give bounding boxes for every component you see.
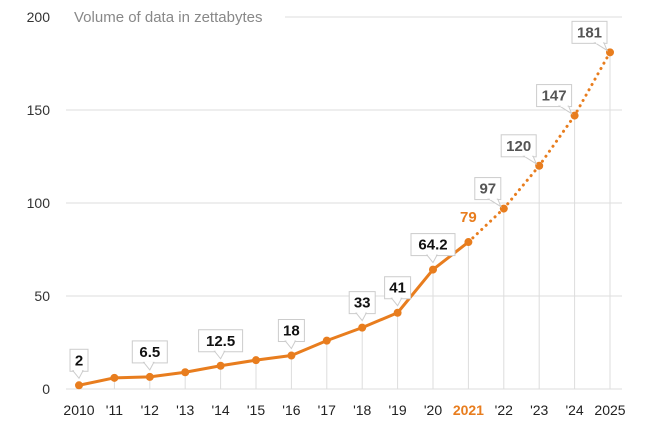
- data-label-text: 79: [460, 209, 477, 226]
- data-point: [322, 336, 331, 345]
- data-point: [570, 111, 579, 120]
- data-label-text: 147: [542, 88, 567, 105]
- data-point: [606, 48, 614, 57]
- data-label: 64.2: [410, 233, 456, 264]
- x-tick-label: 2021: [453, 402, 484, 418]
- data-label-text: 2: [75, 352, 83, 369]
- series-lines: [77, 50, 612, 387]
- data-label: 12.5: [198, 329, 244, 360]
- data-label-text: 12.5: [206, 333, 235, 350]
- label-pointer: [284, 340, 297, 350]
- data-label: 79: [460, 209, 477, 226]
- data-points: [75, 48, 614, 390]
- data-point: [429, 265, 437, 274]
- data-point: [252, 356, 260, 365]
- data-label: 147: [536, 84, 573, 115]
- data-label-text: 18: [283, 323, 300, 340]
- x-tick-label: '17: [318, 402, 336, 418]
- data-label-text: 181: [577, 24, 602, 41]
- x-tick-label: 2010: [63, 402, 94, 418]
- x-tick-label: '19: [388, 402, 406, 418]
- x-tick-label: '11: [106, 402, 123, 418]
- x-tick-label: '15: [247, 402, 265, 418]
- label-pointer: [71, 370, 84, 380]
- data-label-text: 120: [506, 138, 531, 155]
- label-pointer: [522, 155, 538, 166]
- data-label: 2: [69, 348, 89, 380]
- x-tick-label: '18: [353, 402, 371, 418]
- label-box: [536, 84, 573, 108]
- y-tick-label: 200: [27, 9, 51, 25]
- data-point: [499, 204, 508, 213]
- data-label-text: 33: [354, 295, 371, 312]
- y-tick-label: 0: [42, 381, 50, 397]
- x-tick-label: '12: [141, 402, 159, 418]
- y-tick-label: 150: [27, 102, 51, 118]
- x-tick-label: '20: [424, 402, 442, 418]
- data-point: [181, 368, 190, 377]
- data-label: 181: [571, 20, 609, 52]
- x-tick-label: 2025: [594, 402, 625, 418]
- data-point: [287, 351, 296, 360]
- data-label-text: 41: [389, 280, 406, 297]
- data-point: [393, 308, 402, 317]
- data-point: [75, 381, 83, 390]
- y-tick-label: 100: [27, 195, 51, 211]
- y-tick-label: 50: [34, 288, 50, 304]
- label-pointer: [390, 297, 403, 307]
- x-tick-label: '14: [211, 402, 229, 418]
- data-label: 41: [384, 276, 412, 307]
- data-point: [145, 372, 154, 381]
- data-label-text: 97: [479, 181, 496, 198]
- label-pointer: [142, 361, 155, 371]
- data-label: 33: [348, 291, 376, 322]
- gridlines: [66, 16, 622, 390]
- label-pointer: [213, 350, 226, 360]
- x-tick-label: '23: [530, 402, 548, 418]
- data-point: [358, 323, 367, 332]
- data-label: 97: [474, 177, 502, 208]
- data-label: 120: [500, 134, 538, 166]
- data-point: [110, 373, 119, 382]
- label-box: [474, 177, 502, 201]
- label-pointer: [425, 254, 438, 264]
- series-line-actual: [77, 240, 470, 387]
- y-axis-ticks: 0 50 100 150 200: [27, 9, 51, 397]
- x-tick-label: '24: [565, 402, 583, 418]
- label-pointer: [355, 312, 368, 322]
- data-label: 6.5: [131, 340, 168, 371]
- x-axis-ticks: 2010 '11 '12 '13 '14 '15 '16 '17 '18 '19 '20 2021 '2…: [63, 402, 625, 418]
- drop-lines: [78, 52, 611, 389]
- x-tick-label: '13: [176, 402, 194, 418]
- data-label-text: 64.2: [418, 237, 447, 254]
- data-label-text: 6.5: [139, 344, 160, 361]
- data-point: [464, 238, 473, 247]
- data-point: [216, 361, 225, 370]
- label-box: [571, 20, 608, 44]
- data-label: 18: [277, 319, 305, 350]
- x-tick-label: '22: [495, 402, 513, 418]
- label-pointer: [593, 42, 609, 52]
- label-box: [500, 134, 537, 158]
- x-tick-label: '16: [282, 402, 300, 418]
- data-point: [535, 161, 544, 170]
- chart-annotation: Volume of data in zettabytes: [74, 9, 262, 26]
